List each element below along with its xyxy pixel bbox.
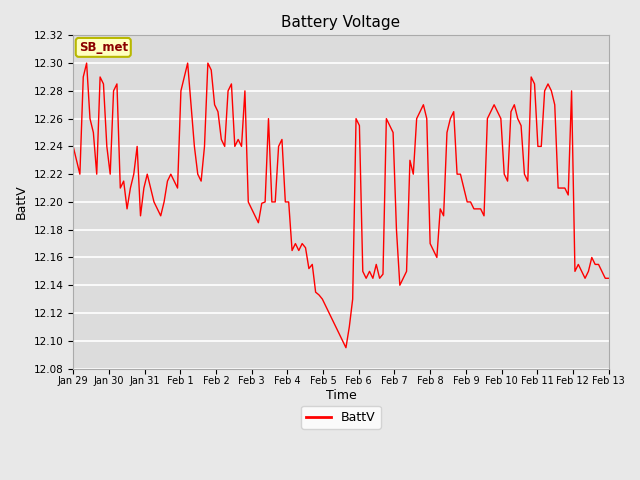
Legend: BattV: BattV <box>301 406 381 429</box>
X-axis label: Time: Time <box>326 389 356 402</box>
Text: SB_met: SB_met <box>79 41 128 54</box>
Title: Battery Voltage: Battery Voltage <box>282 15 401 30</box>
Y-axis label: BattV: BattV <box>15 185 28 219</box>
